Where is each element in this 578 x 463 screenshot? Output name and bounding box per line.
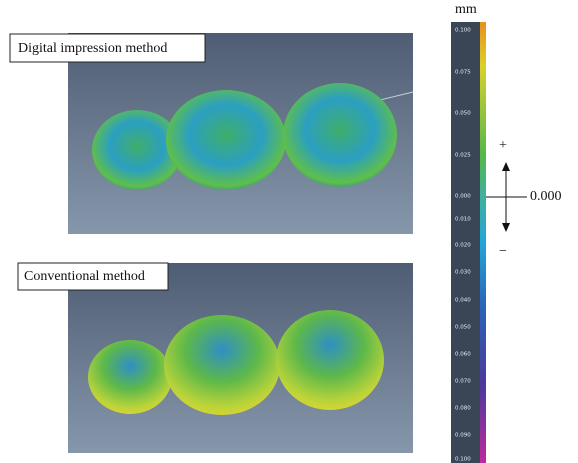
- scale-tick-label: 0.010: [455, 217, 471, 223]
- scale-tick-label: 0.040: [455, 298, 471, 304]
- scale-tick-label: 0.020: [455, 243, 471, 249]
- scale-tick-label: 0.060: [455, 352, 471, 358]
- figure: Digital impression method Conventional m…: [0, 0, 578, 463]
- panel-label: Conventional method: [24, 269, 145, 284]
- arrow-head: [502, 223, 510, 232]
- scale-tick-label: 0.080: [455, 406, 471, 412]
- tooth: [88, 340, 172, 414]
- scale-tick-label: 0.070: [455, 379, 471, 385]
- scale-unit: mm: [455, 2, 477, 17]
- scale-tick-label: 0.100: [455, 457, 471, 463]
- tooth: [283, 83, 397, 187]
- scale-tick-label: 0.090: [455, 433, 471, 439]
- zero-label: 0.000: [530, 189, 562, 204]
- tooth: [164, 315, 280, 415]
- arrow-head: [502, 162, 510, 171]
- tooth: [166, 90, 286, 190]
- tooth: [276, 310, 384, 410]
- scale-tick-label: 0.050: [455, 325, 471, 331]
- panel-label: Digital impression method: [18, 41, 167, 56]
- scale-tick-label: 0.000: [455, 194, 471, 200]
- scale-tick-label: 0.025: [455, 153, 471, 159]
- plus-sign: +: [499, 138, 507, 153]
- color-stripe: [480, 22, 486, 463]
- minus-sign: −: [499, 244, 507, 259]
- scale-tick-label: 0.050: [455, 111, 471, 117]
- scale-tick-label: 0.100: [455, 28, 471, 34]
- scale-tick-label: 0.075: [455, 70, 471, 76]
- scale-tick-label: 0.030: [455, 270, 471, 276]
